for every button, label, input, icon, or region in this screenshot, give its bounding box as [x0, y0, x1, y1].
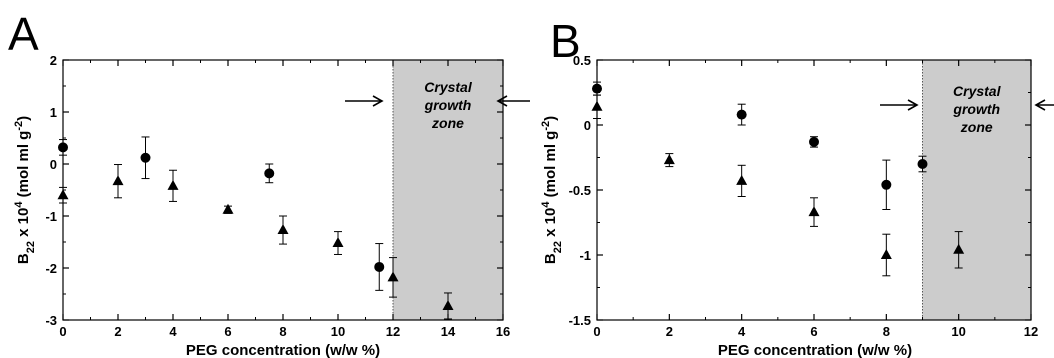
- panel-a-point-circle: [374, 261, 385, 272]
- panel-a-xtick-label: 2: [114, 324, 121, 339]
- panel-a-ytick-label: 1: [50, 105, 57, 120]
- panel-b-ylabel-units-sup: -2: [540, 121, 552, 131]
- panel-a-zone-label: Crystal growth zone: [424, 79, 473, 131]
- panel-b-ylabel-sub: 22: [552, 241, 564, 253]
- panel-a-point-circle: [264, 168, 275, 179]
- panel-b-xtick-label: 12: [1024, 324, 1038, 339]
- panel-b-point-triangle: [880, 249, 892, 259]
- panel-a-xtick-label: 6: [224, 324, 231, 339]
- panel-b-zone-band: [922, 60, 1031, 320]
- panel-a-zone-label-line: Crystal: [424, 79, 473, 95]
- panel-a-ytick-label: 0: [50, 157, 57, 172]
- panel-b-point-triangle: [808, 206, 820, 217]
- panel-a-point-triangle: [222, 203, 234, 214]
- panel-b-ytick-label: -1: [579, 248, 591, 263]
- panel-a-ylabel-units: (mol ml g: [15, 131, 32, 202]
- panel-a-xlabel: PEG concentration (w/w %): [186, 342, 380, 358]
- panel-b-ylabel-mid: x 10: [542, 208, 559, 241]
- panel-a-point-triangle: [442, 299, 454, 310]
- panel-a-point-triangle: [277, 224, 289, 235]
- panel-b-xtick-label: 6: [810, 324, 817, 339]
- panel-a-xtick-label: 12: [386, 324, 400, 339]
- panel-b-point-circle: [736, 109, 747, 120]
- panel-b-point-circle: [881, 179, 892, 190]
- panel-b-ylabel-sup: 4: [540, 201, 552, 208]
- panel-b-arrow-right-head: [1034, 99, 1046, 111]
- panel-a-arrow-left-head: [372, 95, 384, 107]
- panel-b-letter: B: [550, 15, 581, 67]
- panel-b-ytick-label: -0.5: [569, 183, 591, 198]
- panel-a-xtick-label: 14: [441, 324, 456, 339]
- panel-b-point-triangle: [663, 154, 675, 165]
- panel-a-ylabel-sup: 4: [13, 201, 25, 208]
- panel-b-ytick-label: 0.5: [573, 53, 591, 68]
- panel-b-zone-label: Crystal growth zone: [952, 83, 1001, 135]
- panel-b-ylabel-main: B: [542, 253, 559, 264]
- panel-a-xtick-label: 4: [169, 324, 177, 339]
- panel-a-xtick-label: 16: [496, 324, 510, 339]
- panel-b-arrow-left-head: [907, 99, 919, 111]
- panel-a-ylabel-mid: x 10: [15, 208, 32, 241]
- panel-b-ytick-label: 0: [584, 118, 591, 133]
- panel-b-point-triangle: [736, 174, 748, 185]
- panel-a-xtick-label: 10: [331, 324, 345, 339]
- panel-a-ylabel-units-sup: -2: [13, 121, 25, 131]
- panel-a-ytick-label: -3: [45, 313, 57, 328]
- panel-a-xtick-label: 0: [59, 324, 66, 339]
- panel-a-point-triangle: [112, 175, 124, 186]
- panel-b-point-triangle: [591, 100, 603, 111]
- panel-b-zone-label-line: growth: [952, 101, 1000, 117]
- panel-b-xtick-label: 8: [883, 324, 890, 339]
- panel-a-arrow-right-head: [496, 95, 508, 107]
- panel-a-point-circle: [140, 152, 151, 163]
- panel-a-ylabel-end: ): [15, 116, 32, 121]
- panel-b-point-triangle: [953, 243, 965, 254]
- panel-a-ytick-label: -2: [45, 261, 57, 276]
- panel-a-point-triangle: [57, 189, 69, 200]
- panel-b-zone-label-line: Crystal: [953, 83, 1002, 99]
- panel-b-point-circle: [592, 83, 602, 94]
- panel-b-xtick-label: 10: [951, 324, 965, 339]
- panel-a-point-triangle: [167, 179, 179, 190]
- panel-a-xtick-label: 8: [279, 324, 286, 339]
- panel-a-zone-label-line: zone: [431, 115, 464, 131]
- panel-b-point-circle: [917, 159, 928, 169]
- panel-b-xlabel: PEG concentration (w/w %): [718, 342, 912, 358]
- panel-a-point-triangle: [387, 271, 399, 282]
- panel-b-xtick-label: 4: [738, 324, 746, 339]
- panel-b-ytick-label: -1.5: [569, 313, 591, 328]
- panel-b-plot: Crystal growth zone 0 2 4 6 8 10 12 -1.5 -1 -0.5 0 0.5: [569, 53, 1054, 339]
- panel-a-ytick-label: -1: [45, 209, 57, 224]
- panel-a-ylabel-main: B: [15, 253, 32, 264]
- panel-a-letter: A: [8, 8, 39, 60]
- panel-a-ylabel-sub: 22: [25, 241, 37, 253]
- panel-a-ytick-label: 2: [50, 53, 57, 68]
- panel-b-ylabel-end: ): [542, 116, 559, 121]
- panel-b-point-circle: [809, 136, 819, 147]
- panel-a-point-circle: [58, 142, 68, 153]
- panel-a-zone-band: [393, 60, 503, 320]
- panel-b-xtick-label: 0: [593, 324, 600, 339]
- panel-b-xtick-label: 2: [666, 324, 673, 339]
- panel-a-point-triangle: [332, 237, 344, 248]
- panel-b-ylabel-units: (mol ml g: [542, 131, 559, 202]
- panel-b-ylabel: B22 x 104 (mol ml g-2): [540, 116, 564, 264]
- panel-a-zone-label-line: growth: [424, 97, 472, 113]
- panel-b-zone-label-line: zone: [960, 119, 993, 135]
- panel-a-ylabel: B22 x 104 (mol ml g-2): [13, 116, 37, 264]
